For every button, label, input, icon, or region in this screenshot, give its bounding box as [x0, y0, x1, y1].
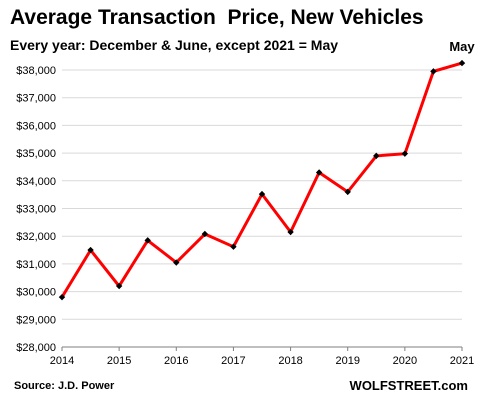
x-tick-label: 2018 — [278, 355, 302, 367]
x-tick-label: 2021 — [450, 355, 474, 367]
y-tick-label: $32,000 — [16, 231, 56, 243]
data-point — [230, 243, 237, 250]
y-tick-label: $30,000 — [16, 287, 56, 299]
data-point — [258, 190, 266, 198]
data-point — [458, 59, 466, 67]
y-tick-label: $36,000 — [16, 120, 56, 132]
gridlines — [62, 69, 462, 320]
x-tick-label: 2020 — [393, 355, 417, 367]
y-tick-label: $31,000 — [16, 259, 56, 271]
y-tick-label: $37,000 — [16, 93, 56, 105]
data-point — [173, 259, 180, 266]
x-tick-labels: 2014 2015 2016 2017 2018 2019 2020 2021 — [50, 355, 474, 367]
y-tick-label: $28,000 — [16, 342, 56, 354]
y-tick-label: $38,000 — [16, 65, 56, 77]
x-tick-label: 2019 — [335, 355, 359, 367]
data-point — [201, 230, 209, 238]
x-tick-label: 2017 — [221, 355, 245, 367]
data-point — [344, 188, 351, 196]
y-tick-label: $35,000 — [16, 148, 56, 160]
y-tick-label: $29,000 — [16, 314, 56, 326]
chart-title: Average Transaction Price, New Vehicles — [10, 6, 424, 29]
source-note: Source: J.D. Power — [14, 380, 115, 392]
y-tick-label: $33,000 — [16, 204, 56, 216]
y-tick-labels: $28,000 $29,000 $30,000 $31,000 $32,000 $33,0… — [16, 65, 56, 354]
y-tick-label: $34,000 — [16, 176, 56, 188]
x-tick-label: 2014 — [50, 355, 74, 367]
data-point — [87, 246, 94, 254]
data-point — [58, 293, 66, 301]
series — [58, 59, 466, 301]
data-point — [430, 68, 437, 75]
annotation-may: May — [449, 39, 475, 54]
data-point — [287, 228, 294, 236]
data-point — [373, 152, 380, 160]
data-point — [144, 237, 151, 244]
data-point — [115, 282, 123, 290]
data-point — [401, 150, 409, 157]
data-point — [315, 169, 323, 176]
brand-label: WOLFSTREET.com — [349, 378, 468, 393]
chart-subtitle: Every year: December & June, except 2021… — [10, 37, 339, 53]
x-tick-label: 2016 — [164, 355, 188, 367]
x-tick-label: 2015 — [107, 355, 131, 367]
axes — [61, 346, 463, 351]
